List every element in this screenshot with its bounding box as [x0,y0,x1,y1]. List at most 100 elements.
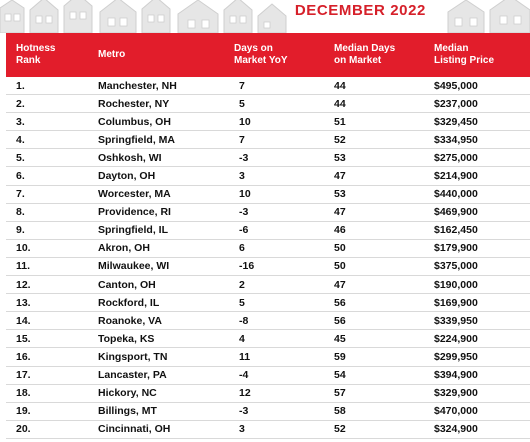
median-price-cell: $470,000 [434,405,478,418]
days-yoy-cell: 11 [239,350,251,363]
median-days-cell: 44 [334,97,346,110]
metro-cell: Akron, OH [98,242,150,255]
table-row: 14. Roanoke, VA -8 56 $339,950 [6,312,530,331]
median-days-cell: 47 [334,206,346,219]
median-days-cell: 50 [334,242,346,255]
metro-cell: Providence, RI [98,206,171,219]
metro-cell: Springfield, IL [98,224,168,237]
table-row: 20. Cincinnati, OH 3 52 $324,900 [6,421,530,439]
days-yoy-cell: 7 [239,133,245,146]
table-row: 7. Worcester, MA 10 53 $440,000 [6,186,530,204]
table-row: 4. Springfield, MA 7 52 $334,950 [6,131,530,150]
rank-cell: 8. [16,206,25,219]
hotness-table: Hotness Rank Metro Days on Market YoY Me… [6,33,530,439]
metro-cell: Cincinnati, OH [98,423,171,436]
metro-cell: Manchester, NH [98,79,177,92]
days-yoy-cell: -3 [239,206,249,219]
median-days-cell: 52 [334,423,346,436]
rank-cell: 5. [16,151,25,164]
median-price-cell: $375,000 [434,260,478,273]
days-yoy-cell: -8 [239,314,249,327]
table-row: 6. Dayton, OH 3 47 $214,900 [6,167,530,186]
metro-cell: Rockford, IL [98,296,160,309]
days-yoy-cell: 12 [239,387,251,400]
median-days-cell: 53 [334,151,346,164]
rank-cell: 11. [16,260,31,273]
rank-cell: 6. [16,170,25,183]
days-yoy-cell: -3 [239,151,249,164]
days-yoy-cell: 10 [239,115,251,128]
rank-cell: 9. [16,224,25,237]
median-price-cell: $179,900 [434,242,478,255]
header-days-yoy: Days on Market YoY [234,43,288,66]
days-yoy-cell: 4 [239,332,245,345]
table-row: 9. Springfield, IL -6 46 $162,450 [6,222,530,240]
rank-cell: 2. [16,97,25,110]
days-yoy-cell: 2 [239,278,245,291]
table-row: 15. Topeka, KS 4 45 $224,900 [6,330,530,349]
median-days-cell: 52 [334,133,346,146]
days-yoy-cell: 3 [239,423,245,436]
median-days-cell: 57 [334,387,346,400]
metro-cell: Milwaukee, WI [98,260,170,273]
table-row: 10. Akron, OH 6 50 $179,900 [6,240,530,258]
median-price-cell: $169,900 [434,296,478,309]
rank-cell: 13. [16,296,31,309]
median-price-cell: $190,000 [434,278,478,291]
houses-illustration [0,0,530,33]
median-days-cell: 44 [334,79,346,92]
table-row: 2. Rochester, NY 5 44 $237,000 [6,95,530,114]
header-median-price: Median Listing Price [434,43,495,66]
median-price-cell: $214,900 [434,170,478,183]
table-row: 13. Rockford, IL 5 56 $169,900 [6,294,530,313]
rank-cell: 7. [16,188,25,201]
median-price-cell: $329,450 [434,115,478,128]
table-row: 3. Columbus, OH 10 51 $329,450 [6,113,530,132]
banner: DECEMBER 2022 [0,0,530,33]
median-price-cell: $275,000 [434,151,478,164]
median-days-cell: 53 [334,188,346,201]
rank-cell: 4. [16,133,25,146]
rank-cell: 17. [16,369,31,382]
days-yoy-cell: 7 [239,79,245,92]
rank-cell: 12. [16,278,31,291]
median-days-cell: 51 [334,115,346,128]
days-yoy-cell: 10 [239,188,251,201]
metro-cell: Hickory, NC [98,387,157,400]
header-rank: Hotness Rank [16,43,56,66]
table-row: 1. Manchester, NH 7 44 $495,000 [6,77,530,96]
median-price-cell: $469,900 [434,206,478,219]
days-yoy-cell: 5 [239,296,245,309]
median-days-cell: 58 [334,405,346,418]
rank-cell: 3. [16,115,25,128]
table-row: 11. Milwaukee, WI -16 50 $375,000 [6,258,530,277]
table-row: 19. Billings, MT -3 58 $470,000 [6,403,530,421]
median-days-cell: 46 [334,224,346,237]
metro-cell: Canton, OH [98,278,156,291]
table-row: 17. Lancaster, PA -4 54 $394,900 [6,367,530,385]
days-yoy-cell: 3 [239,170,245,183]
rank-cell: 10. [16,242,31,255]
median-days-cell: 59 [334,350,346,363]
median-price-cell: $324,900 [434,423,478,436]
median-days-cell: 47 [334,278,346,291]
metro-cell: Rochester, NY [98,97,170,110]
median-price-cell: $334,950 [434,133,478,146]
median-price-cell: $329,900 [434,387,478,400]
table-header: Hotness Rank Metro Days on Market YoY Me… [6,33,530,77]
metro-cell: Billings, MT [98,405,157,418]
median-price-cell: $162,450 [434,224,478,237]
median-price-cell: $237,000 [434,97,478,110]
rank-cell: 16. [16,350,31,363]
median-price-cell: $440,000 [434,188,478,201]
rank-cell: 19. [16,405,31,418]
table-row: 16. Kingsport, TN 11 59 $299,950 [6,348,530,367]
banner-title: DECEMBER 2022 [294,2,426,19]
median-price-cell: $224,900 [434,332,478,345]
median-price-cell: $339,950 [434,314,478,327]
metro-cell: Worcester, MA [98,188,171,201]
median-price-cell: $495,000 [434,79,478,92]
table-row: 5. Oshkosh, WI -3 53 $275,000 [6,149,530,168]
header-metro: Metro [98,49,126,60]
table-row: 12. Canton, OH 2 47 $190,000 [6,276,530,295]
